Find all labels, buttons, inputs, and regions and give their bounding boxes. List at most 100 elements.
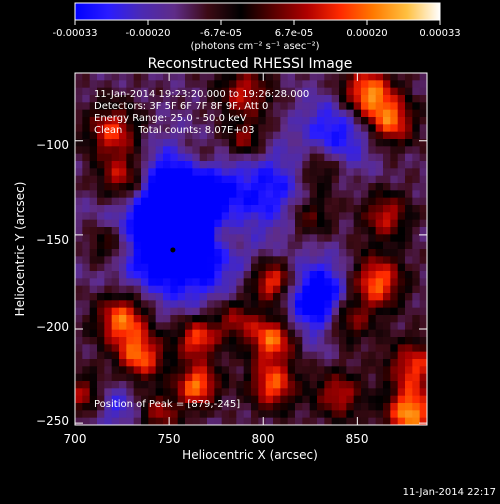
heatmap-cell	[163, 315, 171, 323]
heatmap-cell	[207, 131, 215, 140]
heatmap-cell	[185, 131, 193, 140]
heatmap-cell	[353, 190, 362, 199]
heatmap-cell	[177, 337, 186, 345]
heatmap-cell	[185, 300, 193, 309]
heatmap-cell	[339, 205, 347, 213]
heatmap-cell	[331, 197, 340, 206]
heatmap-cell	[287, 102, 296, 111]
heatmap-cell	[273, 263, 281, 272]
heatmap-cell	[155, 315, 164, 323]
heatmap-cell	[243, 183, 252, 191]
heatmap-cell	[258, 241, 267, 250]
heatmap-cell	[265, 403, 274, 411]
heatmap-cell	[353, 197, 362, 206]
heatmap-cell	[82, 168, 91, 177]
heatmap-cell	[302, 366, 311, 375]
heatmap-cell	[185, 249, 193, 257]
heatmap-cell	[163, 293, 171, 301]
heatmap-cell	[89, 227, 98, 235]
heatmap-cell	[346, 395, 355, 404]
heatmap-cell	[295, 227, 303, 235]
heatmap-cell	[126, 417, 135, 426]
heatmap-cell	[82, 249, 91, 257]
heatmap-cell	[177, 227, 186, 235]
heatmap-cell	[317, 190, 325, 199]
heatmap-cell	[273, 381, 281, 389]
heatmap-cell	[229, 403, 237, 411]
heatmap-cell	[309, 395, 318, 404]
heatmap-cell	[287, 234, 296, 243]
heatmap-cell	[236, 109, 245, 118]
heatmap-cell	[375, 344, 384, 353]
heatmap-cell	[346, 410, 355, 419]
heatmap-cell	[75, 337, 83, 345]
heatmap-cell	[170, 410, 179, 419]
heatmap-cell	[383, 73, 391, 81]
heatmap-cell	[375, 95, 384, 103]
heatmap-cell	[111, 227, 120, 235]
heatmap-cell	[221, 234, 230, 243]
heatmap-cell	[273, 293, 281, 301]
heatmap-cell	[280, 227, 289, 235]
heatmap-cell	[119, 329, 127, 338]
heatmap-cell	[287, 351, 296, 360]
heatmap-cell	[163, 373, 171, 382]
heatmap-cell	[339, 131, 347, 140]
heatmap-cell	[287, 359, 296, 367]
heatmap-cell	[361, 373, 369, 382]
heatmap-cell	[111, 256, 120, 265]
heatmap-cell	[287, 109, 296, 118]
heatmap-cell	[353, 183, 362, 191]
heatmap-cell	[331, 293, 340, 301]
heatmap-cell	[148, 117, 157, 125]
heatmap-cell	[405, 337, 413, 345]
heatmap-cell	[339, 271, 347, 279]
heatmap-cell	[346, 175, 355, 184]
heatmap-cell	[273, 87, 281, 96]
heatmap-cell	[177, 205, 186, 213]
heatmap-cell	[104, 403, 113, 411]
heatmap-cell	[375, 190, 384, 199]
heatmap-cell	[185, 410, 193, 419]
heatmap-cell	[89, 329, 98, 338]
heatmap-cell	[229, 359, 237, 367]
heatmap-cell	[155, 175, 164, 184]
heatmap-cell	[89, 373, 98, 382]
heatmap-cell	[185, 395, 193, 404]
heatmap-cell	[375, 249, 384, 257]
heatmap-cell	[302, 329, 311, 338]
heatmap-cell	[375, 315, 384, 323]
heatmap-cell	[375, 80, 384, 89]
heatmap-cell	[295, 80, 303, 89]
heatmap-cell	[361, 351, 369, 360]
heatmap-cell	[405, 139, 413, 147]
heatmap-cell	[141, 146, 149, 155]
chart-title: Reconstructed RHESSI Image	[148, 56, 353, 72]
heatmap-cell	[346, 278, 355, 287]
heatmap-cell	[405, 131, 413, 140]
heatmap-cell	[412, 190, 421, 199]
heatmap-cell	[82, 278, 91, 287]
heatmap-cell	[397, 175, 406, 184]
heatmap-cell	[155, 212, 164, 221]
heatmap-cell	[243, 359, 252, 367]
heatmap-cell	[412, 87, 421, 96]
heatmap-cell	[148, 197, 157, 206]
heatmap-cell	[97, 73, 105, 81]
heatmap-cell	[185, 417, 193, 426]
heatmap-cell	[383, 168, 391, 177]
heatmap-cell	[317, 124, 325, 133]
heatmap-cell	[119, 322, 127, 331]
heatmap-cell	[141, 381, 149, 389]
heatmap-cell	[339, 344, 347, 353]
heatmap-cell	[302, 124, 311, 133]
heatmap-cell	[126, 381, 135, 389]
heatmap-cell	[141, 219, 149, 228]
heatmap-cell	[346, 417, 355, 426]
heatmap-cell	[82, 329, 91, 338]
heatmap-cell	[97, 139, 105, 147]
heatmap-cell	[287, 153, 296, 162]
heatmap-cell	[258, 73, 267, 81]
heatmap-cell	[419, 117, 428, 125]
heatmap-cell	[89, 80, 98, 89]
